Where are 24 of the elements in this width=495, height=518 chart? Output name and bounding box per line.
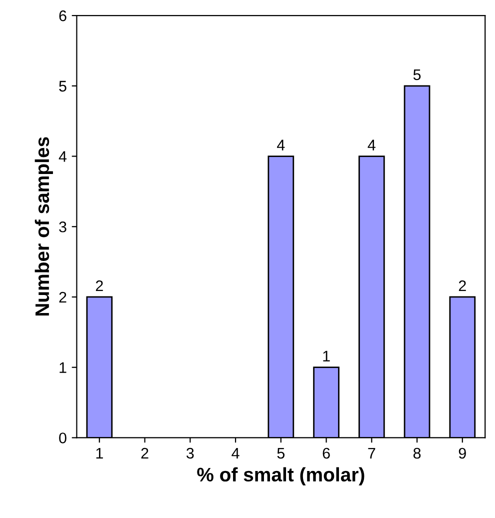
y-tick-label: 4 xyxy=(58,151,67,162)
x-tick-label: 5 xyxy=(277,448,285,459)
y-tick-label: 5 xyxy=(59,80,66,92)
data-label: 1 xyxy=(323,350,330,362)
data-label: 2 xyxy=(96,280,103,292)
x-tick-label: 2 xyxy=(141,448,148,459)
x-tick-label: 8 xyxy=(413,448,421,459)
x-tick-label: 9 xyxy=(458,448,466,459)
x-tick-label: 6 xyxy=(322,448,330,459)
y-axis-title: Number of samples xyxy=(34,137,53,316)
y-tick-label: 0 xyxy=(59,432,66,444)
y-tick-label: 2 xyxy=(59,292,66,303)
x-axis-title: % of smalt (molar) xyxy=(197,467,364,486)
data-label: 2 xyxy=(458,280,466,292)
y-tick-label: 1 xyxy=(60,362,66,373)
x-tick-label: 7 xyxy=(368,448,376,459)
x-tick-label: 3 xyxy=(186,448,194,459)
data-label: 4 xyxy=(277,140,285,150)
y-tick-label: 6 xyxy=(59,10,66,22)
y-tick-label: 3 xyxy=(59,221,66,232)
data-label: 5 xyxy=(413,69,421,80)
data-label: 4 xyxy=(368,140,376,150)
x-tick-label: 4 xyxy=(232,448,240,459)
x-tick-label: 1 xyxy=(96,448,103,459)
